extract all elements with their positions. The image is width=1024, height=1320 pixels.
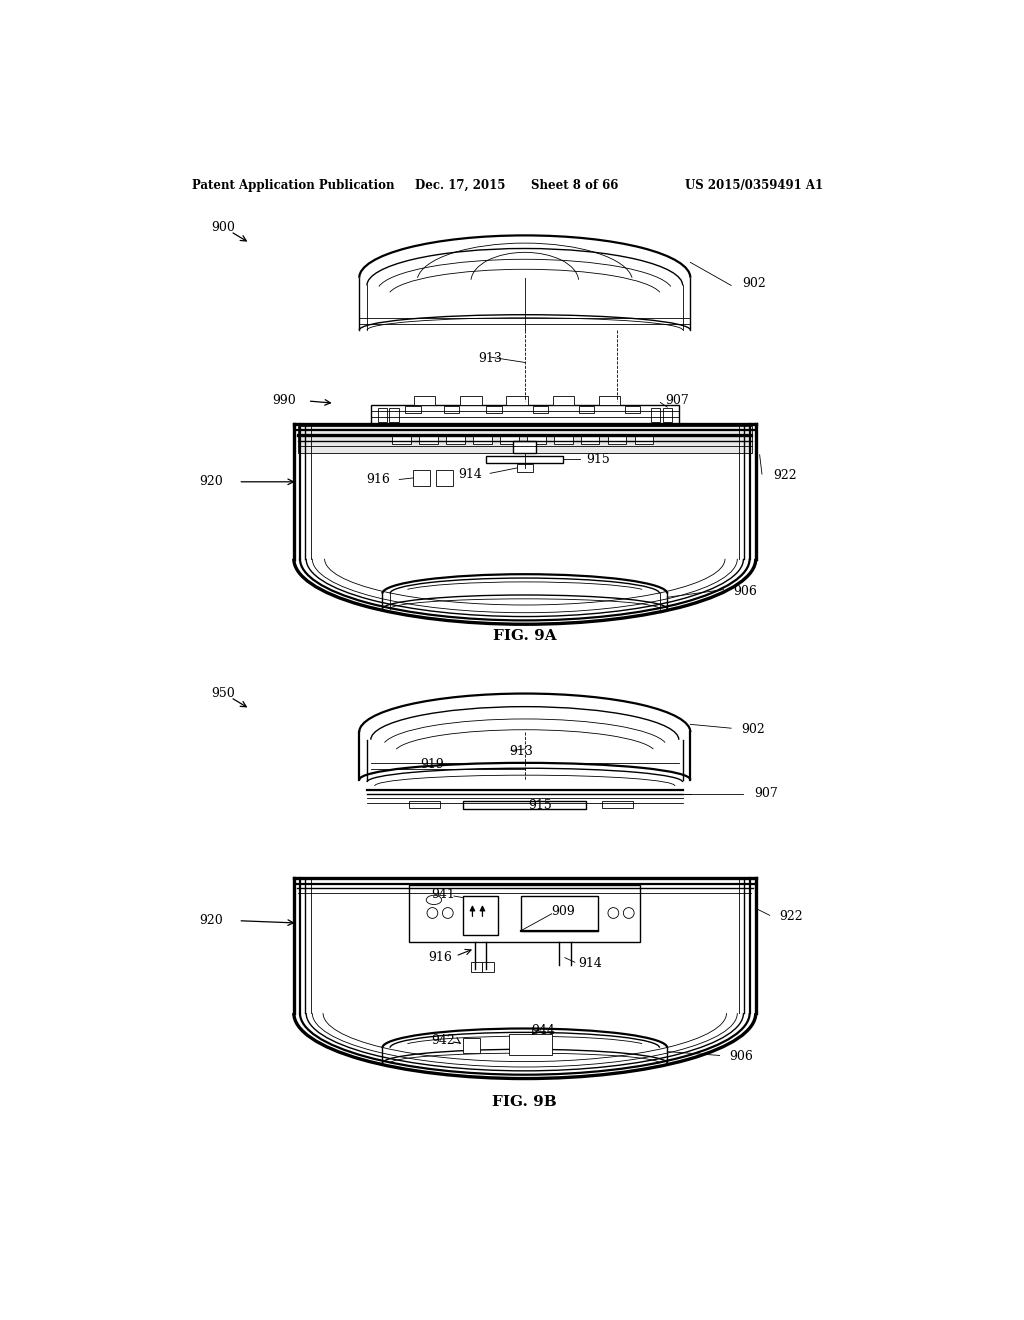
Bar xyxy=(581,437,599,444)
Text: 922: 922 xyxy=(779,911,803,924)
Text: 913: 913 xyxy=(509,744,534,758)
Text: 915: 915 xyxy=(587,453,610,466)
Text: 909: 909 xyxy=(552,906,575,917)
Text: 950: 950 xyxy=(211,686,236,700)
Bar xyxy=(419,437,438,444)
Bar xyxy=(460,396,481,405)
Bar xyxy=(527,437,546,444)
Bar xyxy=(517,465,532,471)
Bar xyxy=(389,408,398,422)
Bar xyxy=(554,437,572,444)
Text: 916: 916 xyxy=(428,952,452,964)
Text: 990: 990 xyxy=(272,395,296,408)
Bar xyxy=(608,437,627,444)
Bar xyxy=(521,896,598,931)
Bar xyxy=(471,962,482,972)
Bar xyxy=(599,396,621,405)
Bar xyxy=(378,408,387,422)
Text: 906: 906 xyxy=(733,585,758,598)
Text: Sheet 8 of 66: Sheet 8 of 66 xyxy=(531,178,618,191)
Bar xyxy=(413,470,430,486)
Bar xyxy=(406,407,421,412)
Bar xyxy=(532,407,548,412)
Bar xyxy=(436,470,454,486)
Text: Dec. 17, 2015: Dec. 17, 2015 xyxy=(416,178,506,191)
Text: 941: 941 xyxy=(432,888,456,902)
Text: 942: 942 xyxy=(432,1034,456,1047)
Text: FIG. 9A: FIG. 9A xyxy=(493,628,557,643)
Text: 922: 922 xyxy=(773,469,797,482)
Bar xyxy=(371,405,679,426)
Bar xyxy=(473,437,492,444)
Text: 907: 907 xyxy=(666,395,689,408)
Text: 902: 902 xyxy=(742,277,766,289)
Bar xyxy=(486,407,502,412)
Text: 902: 902 xyxy=(741,723,765,737)
Bar xyxy=(486,457,563,462)
Bar xyxy=(553,396,574,405)
Bar xyxy=(410,884,640,942)
Bar xyxy=(500,437,518,444)
Bar xyxy=(513,441,537,453)
Bar xyxy=(463,896,498,935)
Text: 914: 914 xyxy=(459,469,482,482)
Text: FIG. 9B: FIG. 9B xyxy=(493,1094,557,1109)
Text: 916: 916 xyxy=(367,473,390,486)
Bar xyxy=(463,1038,480,1053)
Text: 906: 906 xyxy=(730,1051,754,1064)
Bar xyxy=(482,962,494,972)
Bar xyxy=(444,407,460,412)
Bar xyxy=(602,801,633,808)
Bar xyxy=(635,437,653,444)
Bar xyxy=(651,408,660,422)
Text: Patent Application Publication: Patent Application Publication xyxy=(193,178,394,191)
Text: 920: 920 xyxy=(200,915,223,927)
Bar xyxy=(625,407,640,412)
Ellipse shape xyxy=(426,895,441,904)
Text: 920: 920 xyxy=(200,475,223,488)
Bar xyxy=(298,425,752,453)
Text: 915: 915 xyxy=(528,800,552,813)
Text: 914: 914 xyxy=(579,957,602,970)
Bar xyxy=(506,396,528,405)
Bar xyxy=(509,1034,552,1056)
Bar xyxy=(663,408,672,422)
Bar xyxy=(579,407,594,412)
Text: US 2015/0359491 A1: US 2015/0359491 A1 xyxy=(685,178,823,191)
Bar xyxy=(463,801,587,809)
Text: 907: 907 xyxy=(755,787,778,800)
Bar xyxy=(414,396,435,405)
Bar xyxy=(392,437,411,444)
Text: 944: 944 xyxy=(531,1023,555,1036)
Bar xyxy=(446,437,465,444)
Text: 913: 913 xyxy=(478,352,503,366)
Text: 900: 900 xyxy=(211,222,236,234)
Bar xyxy=(410,801,440,808)
Text: 919: 919 xyxy=(420,758,444,771)
